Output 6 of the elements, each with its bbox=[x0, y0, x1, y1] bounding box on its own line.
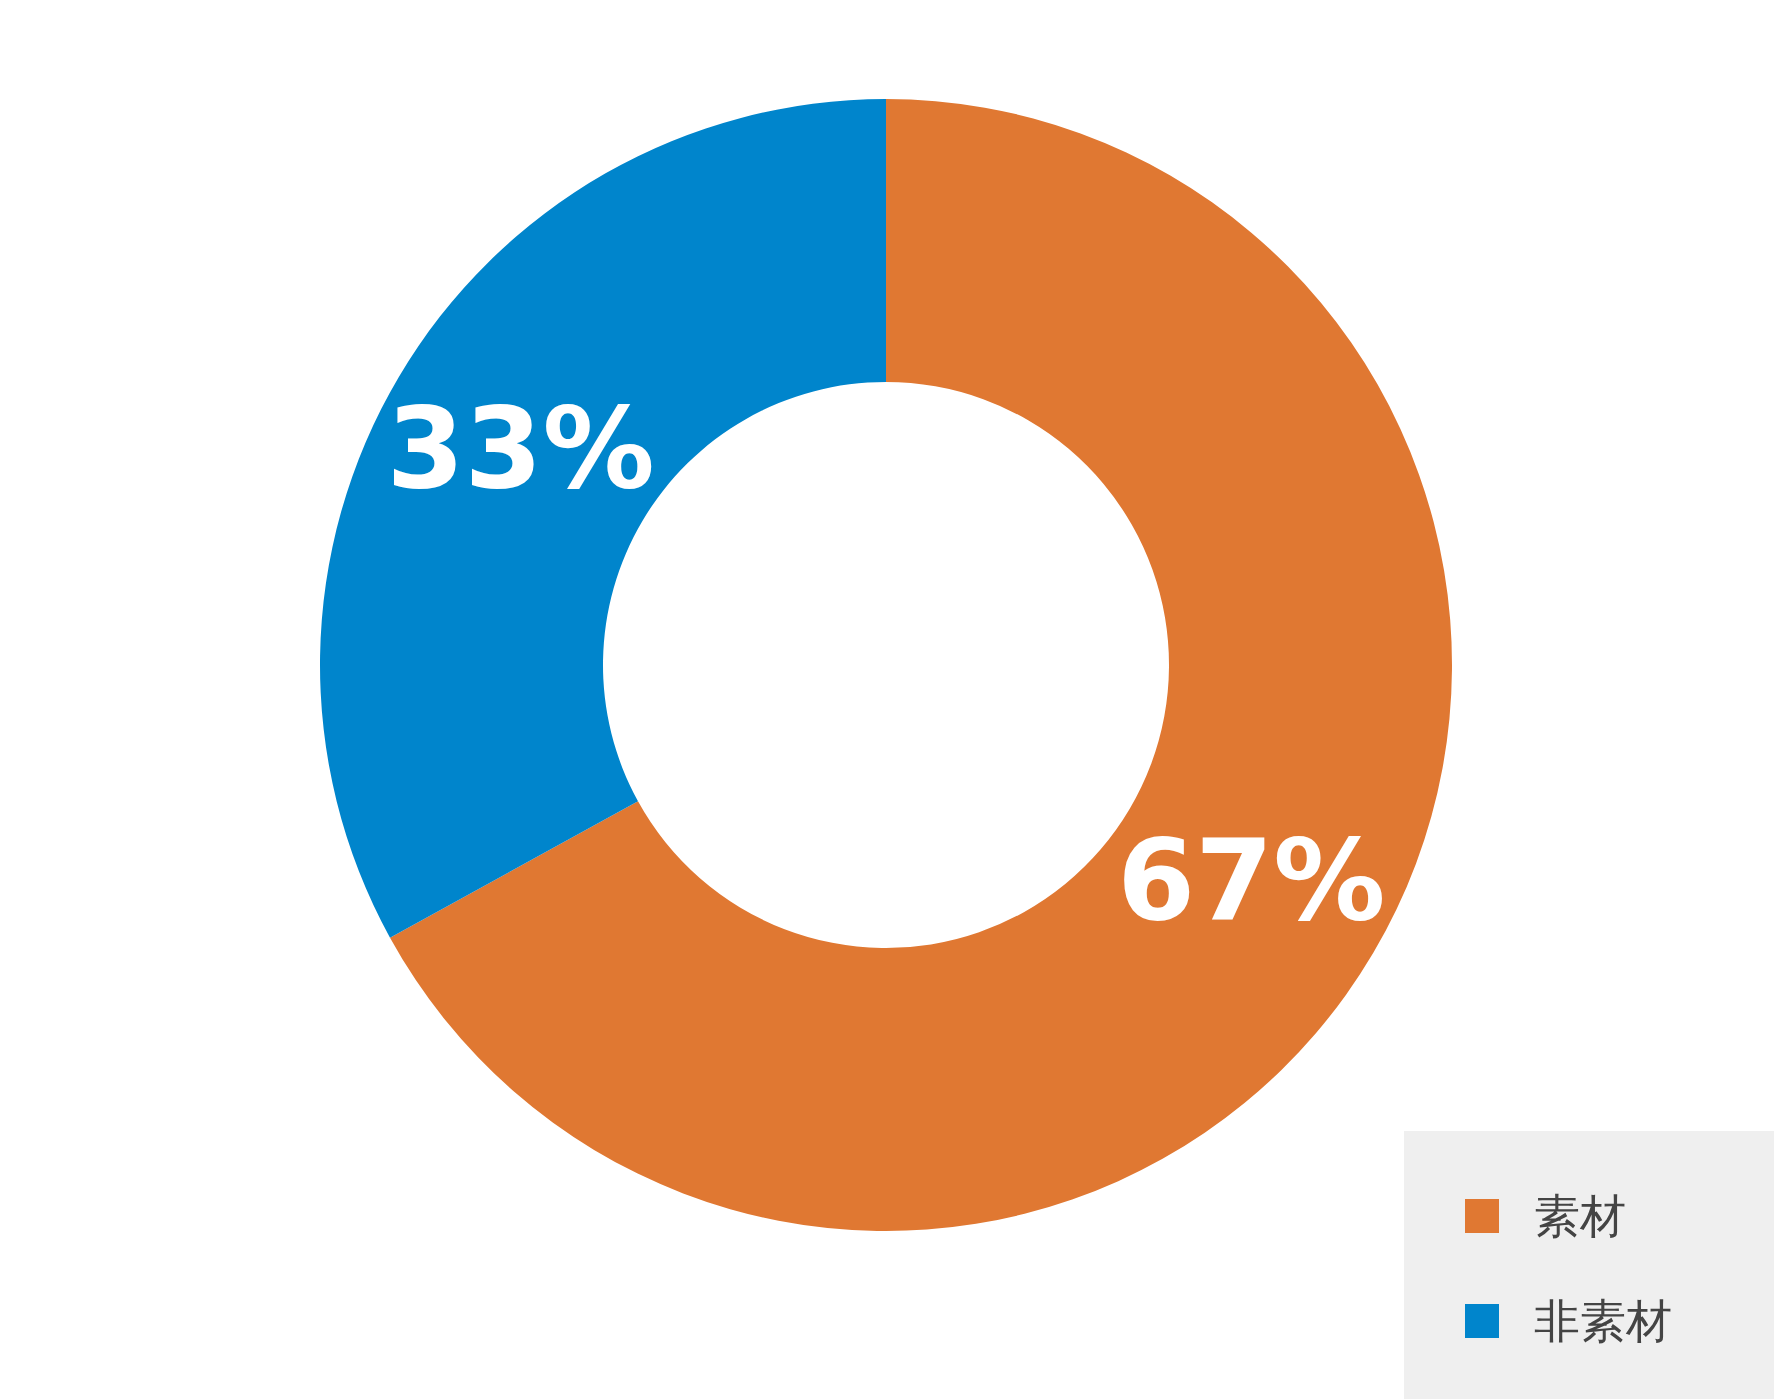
data-label: 67% bbox=[1117, 815, 1386, 946]
data-label: 33% bbox=[386, 382, 655, 513]
donut-slice bbox=[390, 99, 1452, 1231]
legend-label: 非素材 bbox=[1534, 1294, 1672, 1348]
legend-label: 素材 bbox=[1534, 1189, 1626, 1243]
donut-slice bbox=[320, 99, 886, 938]
